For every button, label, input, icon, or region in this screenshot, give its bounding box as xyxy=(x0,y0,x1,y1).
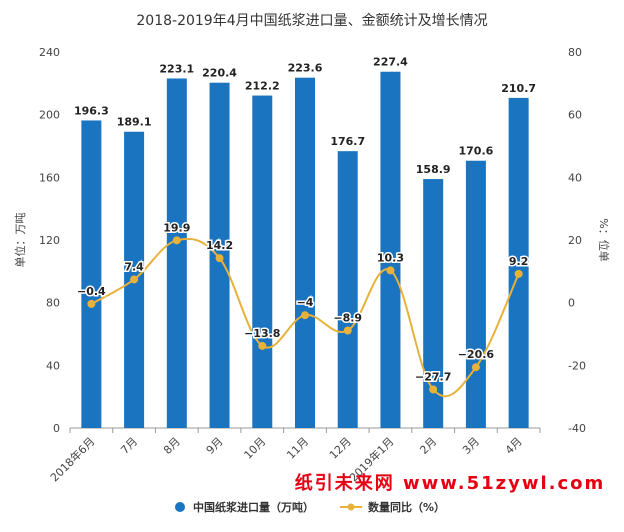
bar-value-label: 170.6 xyxy=(459,145,494,158)
y-right-tick-label: 40 xyxy=(568,171,582,184)
x-tick-label: 7月 xyxy=(118,435,140,457)
line-value-label: −27.7 xyxy=(415,370,451,383)
y-left-axis-title: 单位：万吨 xyxy=(13,213,27,268)
line-point xyxy=(386,266,395,275)
bar xyxy=(81,120,102,429)
line-value-label: −0.4 xyxy=(77,285,106,298)
y-left-tick-label: 0 xyxy=(53,422,60,435)
legend: 中国纸浆进口量（万吨） 数量同比（%） xyxy=(175,500,445,514)
line-point xyxy=(471,363,480,372)
bar-value-label: 196.3 xyxy=(74,104,109,117)
x-tick-label: 12月 xyxy=(327,435,354,462)
bar-labels: 196.3 189.1 223.1 220.4 212.2 223.6 176.7 227.4… xyxy=(74,56,536,176)
line-value-label: 14.2 xyxy=(206,239,233,252)
x-tick-label: 2018年6月 xyxy=(47,434,97,484)
line-value-label: −8.9 xyxy=(333,312,362,325)
bar-value-label: 220.4 xyxy=(202,67,237,80)
bar-value-label: 227.4 xyxy=(373,56,408,69)
y-left-tick-label: 40 xyxy=(46,359,60,372)
y-right-tick-label: 60 xyxy=(568,109,582,122)
y-left-tick-label: 120 xyxy=(39,234,60,247)
y-right-tick-label: -40 xyxy=(568,422,586,435)
line-value-label: 19.9 xyxy=(163,221,190,234)
y-left-tick-label: 240 xyxy=(39,46,60,59)
x-tick-label: 2月 xyxy=(417,435,439,457)
bar-value-label: 210.7 xyxy=(501,82,536,95)
x-tick-label: 8月 xyxy=(161,435,183,457)
line-labels: −0.4 7.4 19.9 14.2 −13.8 −4 −8.9 10.3 −27.7 −20.6… xyxy=(76,220,530,385)
bar xyxy=(508,97,529,429)
line-point xyxy=(130,275,139,284)
line-point xyxy=(301,311,309,320)
line-value-label: 7.4 xyxy=(124,260,144,273)
y-right-tick-label: 0 xyxy=(568,297,575,310)
legend-line-dot xyxy=(347,503,355,511)
legend-bar-marker xyxy=(175,502,185,512)
line-value-label: 10.3 xyxy=(377,251,404,264)
line-point xyxy=(215,254,224,263)
x-tick-label: 4月 xyxy=(503,435,525,457)
line-value-label: −13.8 xyxy=(244,327,280,340)
bar xyxy=(337,151,358,429)
bar-value-label: 189.1 xyxy=(117,116,152,129)
bar xyxy=(252,95,273,428)
bar xyxy=(465,160,486,428)
x-tick-label: 9月 xyxy=(204,435,226,457)
bar xyxy=(423,179,444,428)
y-right-axis-title: %：位单 xyxy=(597,218,611,261)
bar xyxy=(295,77,315,429)
chart-title: 2018-2019年4月中国纸浆进口量、金额统计及增长情况 xyxy=(136,13,487,29)
y-left-tick-label: 160 xyxy=(39,171,60,184)
line-point xyxy=(87,299,96,308)
y-right-tick-label: -20 xyxy=(568,359,586,372)
line-point xyxy=(343,326,352,335)
line-point xyxy=(429,385,438,394)
bar-value-label: 158.9 xyxy=(416,163,451,176)
axes: 0 40 80 120 160 200 240 -40 -20 0 20 40 60 80 单位：万吨 %：位… xyxy=(13,46,611,435)
line-value-label: −4 xyxy=(297,296,314,309)
y-right-tick-label: 80 xyxy=(568,46,582,59)
line-series xyxy=(87,236,523,398)
line-value-label: 9.2 xyxy=(509,255,529,268)
bar xyxy=(380,71,401,429)
bar-value-label: 176.7 xyxy=(330,135,365,148)
line-point xyxy=(172,236,181,245)
y-left-tick-label: 80 xyxy=(46,297,60,310)
x-tick-label: 3月 xyxy=(460,435,482,457)
line-value-label: −20.6 xyxy=(458,348,495,361)
line-point xyxy=(258,341,267,350)
line-point xyxy=(514,269,523,278)
legend-line-label: 数量同比（%） xyxy=(368,500,445,514)
x-tick-label: 11月 xyxy=(284,435,311,462)
bar-value-label: 223.1 xyxy=(159,62,194,75)
y-left-tick-label: 200 xyxy=(39,109,60,122)
bar-value-label: 223.6 xyxy=(288,62,323,75)
x-tick-label: 10月 xyxy=(242,435,269,462)
y-right-tick-label: 20 xyxy=(568,234,582,247)
bar-value-label: 212.2 xyxy=(245,80,280,93)
watermark-text: 纸引未来网 www.51zywl.com xyxy=(295,472,606,494)
bar xyxy=(166,78,187,428)
legend-bar-label: 中国纸浆进口量（万吨） xyxy=(193,500,314,514)
